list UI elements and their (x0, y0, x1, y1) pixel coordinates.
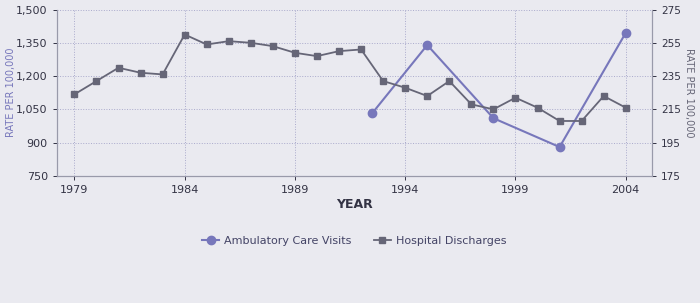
X-axis label: YEAR: YEAR (336, 198, 373, 211)
Y-axis label: RATE PER 100,000: RATE PER 100,000 (685, 48, 694, 138)
Y-axis label: RATE PER 100,000: RATE PER 100,000 (6, 48, 15, 138)
Legend: Ambulatory Care Visits, Hospital Discharges: Ambulatory Care Visits, Hospital Dischar… (198, 231, 511, 250)
